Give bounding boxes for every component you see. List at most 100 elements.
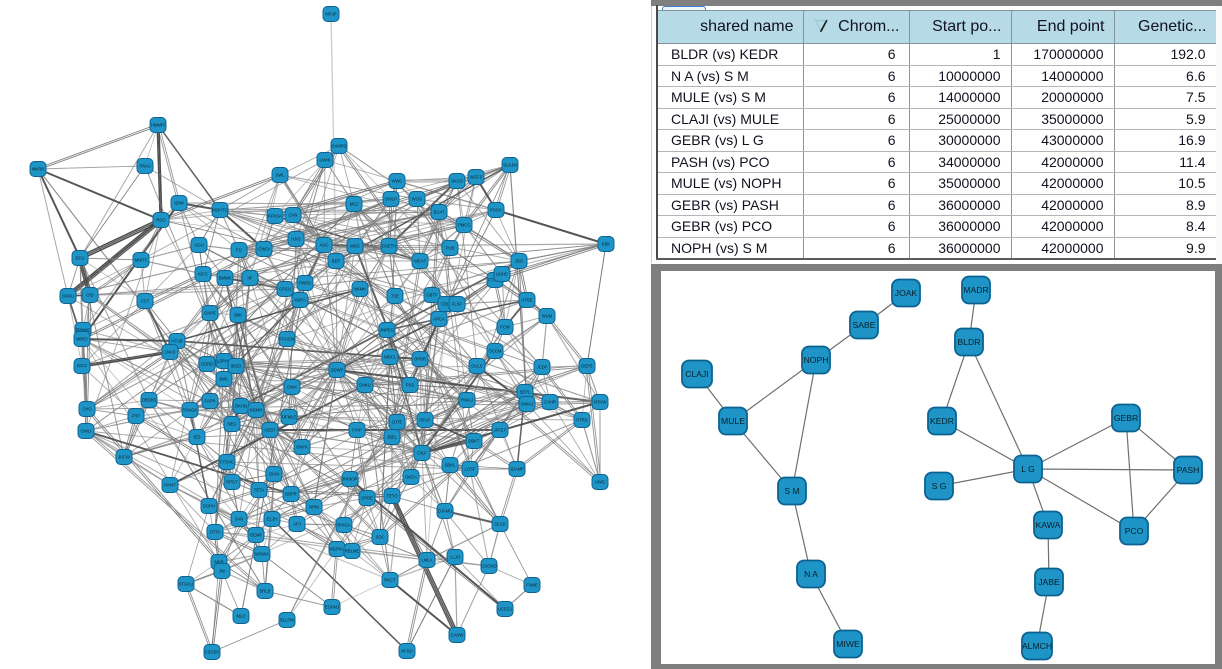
svg-text:WUM: WUM	[542, 314, 553, 319]
svg-text:HFUB: HFUB	[171, 339, 183, 344]
svg-text:CHO: CHO	[82, 407, 92, 412]
svg-text:MGPKU: MGPKU	[329, 547, 344, 552]
svg-text:HTBE: HTBE	[521, 298, 532, 303]
svg-text:SKCO: SKCO	[451, 179, 464, 184]
svg-text:RNAJ: RNAJ	[140, 164, 151, 169]
svg-text:TETO: TETO	[386, 494, 398, 499]
svg-text:MKR: MKR	[214, 560, 223, 565]
svg-text:DEPE: DEPE	[581, 364, 593, 369]
svg-text:TKNGK: TKNGK	[183, 408, 198, 413]
svg-text:S G: S G	[932, 481, 947, 491]
svg-text:OID: OID	[86, 293, 93, 298]
svg-text:UWG: UWG	[595, 480, 605, 485]
svg-text:GDRD: GDRD	[201, 362, 213, 367]
svg-text:OULC: OULC	[471, 364, 483, 369]
svg-text:PCO: PCO	[1125, 526, 1144, 536]
svg-text:BLDR: BLDR	[958, 337, 981, 347]
svg-text:LNAS: LNAS	[165, 350, 176, 355]
svg-text:MOHTG: MOHTG	[212, 208, 228, 213]
svg-text:APJ: APJ	[293, 522, 301, 527]
svg-text:CANW: CANW	[451, 633, 464, 638]
svg-text:UCEGJ: UCEGJ	[498, 607, 512, 612]
svg-text:JNPEG: JNPEG	[380, 328, 394, 333]
svg-text:IED: IED	[194, 435, 201, 440]
svg-text:CLAJI: CLAJI	[685, 369, 708, 379]
svg-text:JUFW: JUFW	[118, 455, 130, 460]
svg-text:NIBCL: NIBCL	[384, 355, 397, 360]
svg-text:OKEA: OKEA	[405, 475, 417, 480]
svg-text:NOPH: NOPH	[804, 355, 829, 365]
svg-text:ONFK: ONFK	[296, 445, 308, 450]
svg-text:RBLME: RBLME	[345, 549, 360, 554]
svg-text:OFMLE: OFMLE	[282, 415, 297, 420]
svg-text:SBKL: SBKL	[445, 463, 456, 468]
svg-text:GHKLI: GHKLI	[359, 383, 372, 388]
svg-text:KEBT: KEBT	[265, 428, 276, 433]
svg-text:DJAMU: DJAMU	[438, 509, 452, 514]
svg-text:SABE: SABE	[853, 320, 876, 330]
svg-text:OSETH: OSETH	[382, 244, 396, 249]
svg-text:OJTE: OJTE	[392, 420, 403, 425]
svg-text:HKNT: HKNT	[164, 483, 176, 488]
svg-text:PASH: PASH	[1177, 465, 1200, 475]
svg-text:FWPD: FWPD	[299, 281, 311, 286]
svg-text:FIHP: FIHP	[352, 428, 362, 433]
svg-text:BWL: BWL	[219, 377, 229, 382]
svg-text:MULE: MULE	[721, 416, 745, 426]
svg-text:RDO: RDO	[156, 218, 166, 223]
svg-text:NGMH: NGMH	[250, 408, 263, 413]
svg-text:PUB: PUB	[446, 246, 455, 251]
svg-text:JCDF: JCDF	[537, 365, 548, 370]
svg-text:MLO: MLO	[236, 614, 246, 619]
svg-text:DOPH: DOPH	[203, 504, 215, 509]
svg-text:JDAMP: JDAMP	[510, 467, 524, 472]
svg-text:WEAF: WEAF	[414, 259, 427, 264]
svg-text:LMLA: LMLA	[422, 558, 433, 563]
svg-text:LLJO: LLJO	[450, 555, 461, 560]
svg-text:APCA: APCA	[433, 317, 445, 322]
svg-text:OBDBS: OBDBS	[142, 398, 157, 403]
svg-text:SOC: SOC	[375, 535, 384, 540]
svg-text:KFKSA: KFKSA	[268, 214, 282, 219]
svg-text:HMMPI: HMMPI	[151, 123, 165, 128]
svg-text:IDIW: IDIW	[174, 201, 183, 206]
svg-text:OWAJ: OWAJ	[521, 402, 533, 407]
svg-text:LOSF: LOSF	[465, 467, 476, 472]
svg-text:CGONO: CGONO	[481, 564, 498, 569]
svg-text:JFFEF: JFFEF	[494, 428, 507, 433]
svg-text:OPRR: OPRR	[414, 357, 426, 362]
svg-text:MDG: MDG	[350, 244, 360, 249]
svg-text:SLKJM: SLKJM	[503, 163, 517, 168]
svg-text:NRM: NRM	[309, 505, 319, 510]
svg-text:PTP: PTP	[132, 414, 140, 419]
svg-text:OTTA: OTTA	[210, 530, 221, 535]
svg-text:AUC: AUC	[320, 243, 329, 248]
svg-text:BMMK: BMMK	[219, 276, 232, 281]
svg-text:EGFMJ: EGFMJ	[325, 605, 339, 610]
svg-text:OILF: OILF	[417, 451, 427, 456]
svg-text:RKWJP: RKWJP	[343, 477, 358, 482]
svg-text:MGJ: MGJ	[350, 202, 359, 207]
svg-text:CAN: CAN	[289, 213, 298, 218]
svg-text:ELJH: ELJH	[267, 517, 277, 522]
svg-text:OIAN: OIAN	[269, 472, 279, 477]
svg-text:TETA: TETA	[254, 488, 265, 493]
svg-text:FCW: FCW	[500, 325, 510, 330]
svg-text:KIFC: KIFC	[198, 272, 208, 277]
svg-text:UGU: UGU	[194, 243, 203, 248]
svg-text:CCT: CCT	[141, 299, 150, 304]
svg-text:WIRO: WIRO	[76, 337, 88, 342]
svg-text:OCCM: OCCM	[489, 349, 502, 354]
svg-text:CSGEK: CSGEK	[205, 650, 220, 655]
svg-text:BEP: BEP	[332, 259, 341, 264]
svg-text:JBEL: JBEL	[387, 435, 398, 440]
svg-text:PSS: PSS	[406, 383, 415, 388]
svg-text:BGAT: BGAT	[433, 210, 445, 215]
svg-text:NEG: NEG	[227, 422, 236, 427]
svg-text:SDWP: SDWP	[331, 368, 344, 373]
svg-text:PMCS: PMCS	[458, 223, 470, 228]
svg-text:JABE: JABE	[1038, 577, 1060, 587]
svg-text:PSOA: PSOA	[490, 208, 502, 213]
svg-text:FIJ: FIJ	[236, 248, 242, 253]
svg-text:IBGD: IBGD	[231, 364, 241, 369]
